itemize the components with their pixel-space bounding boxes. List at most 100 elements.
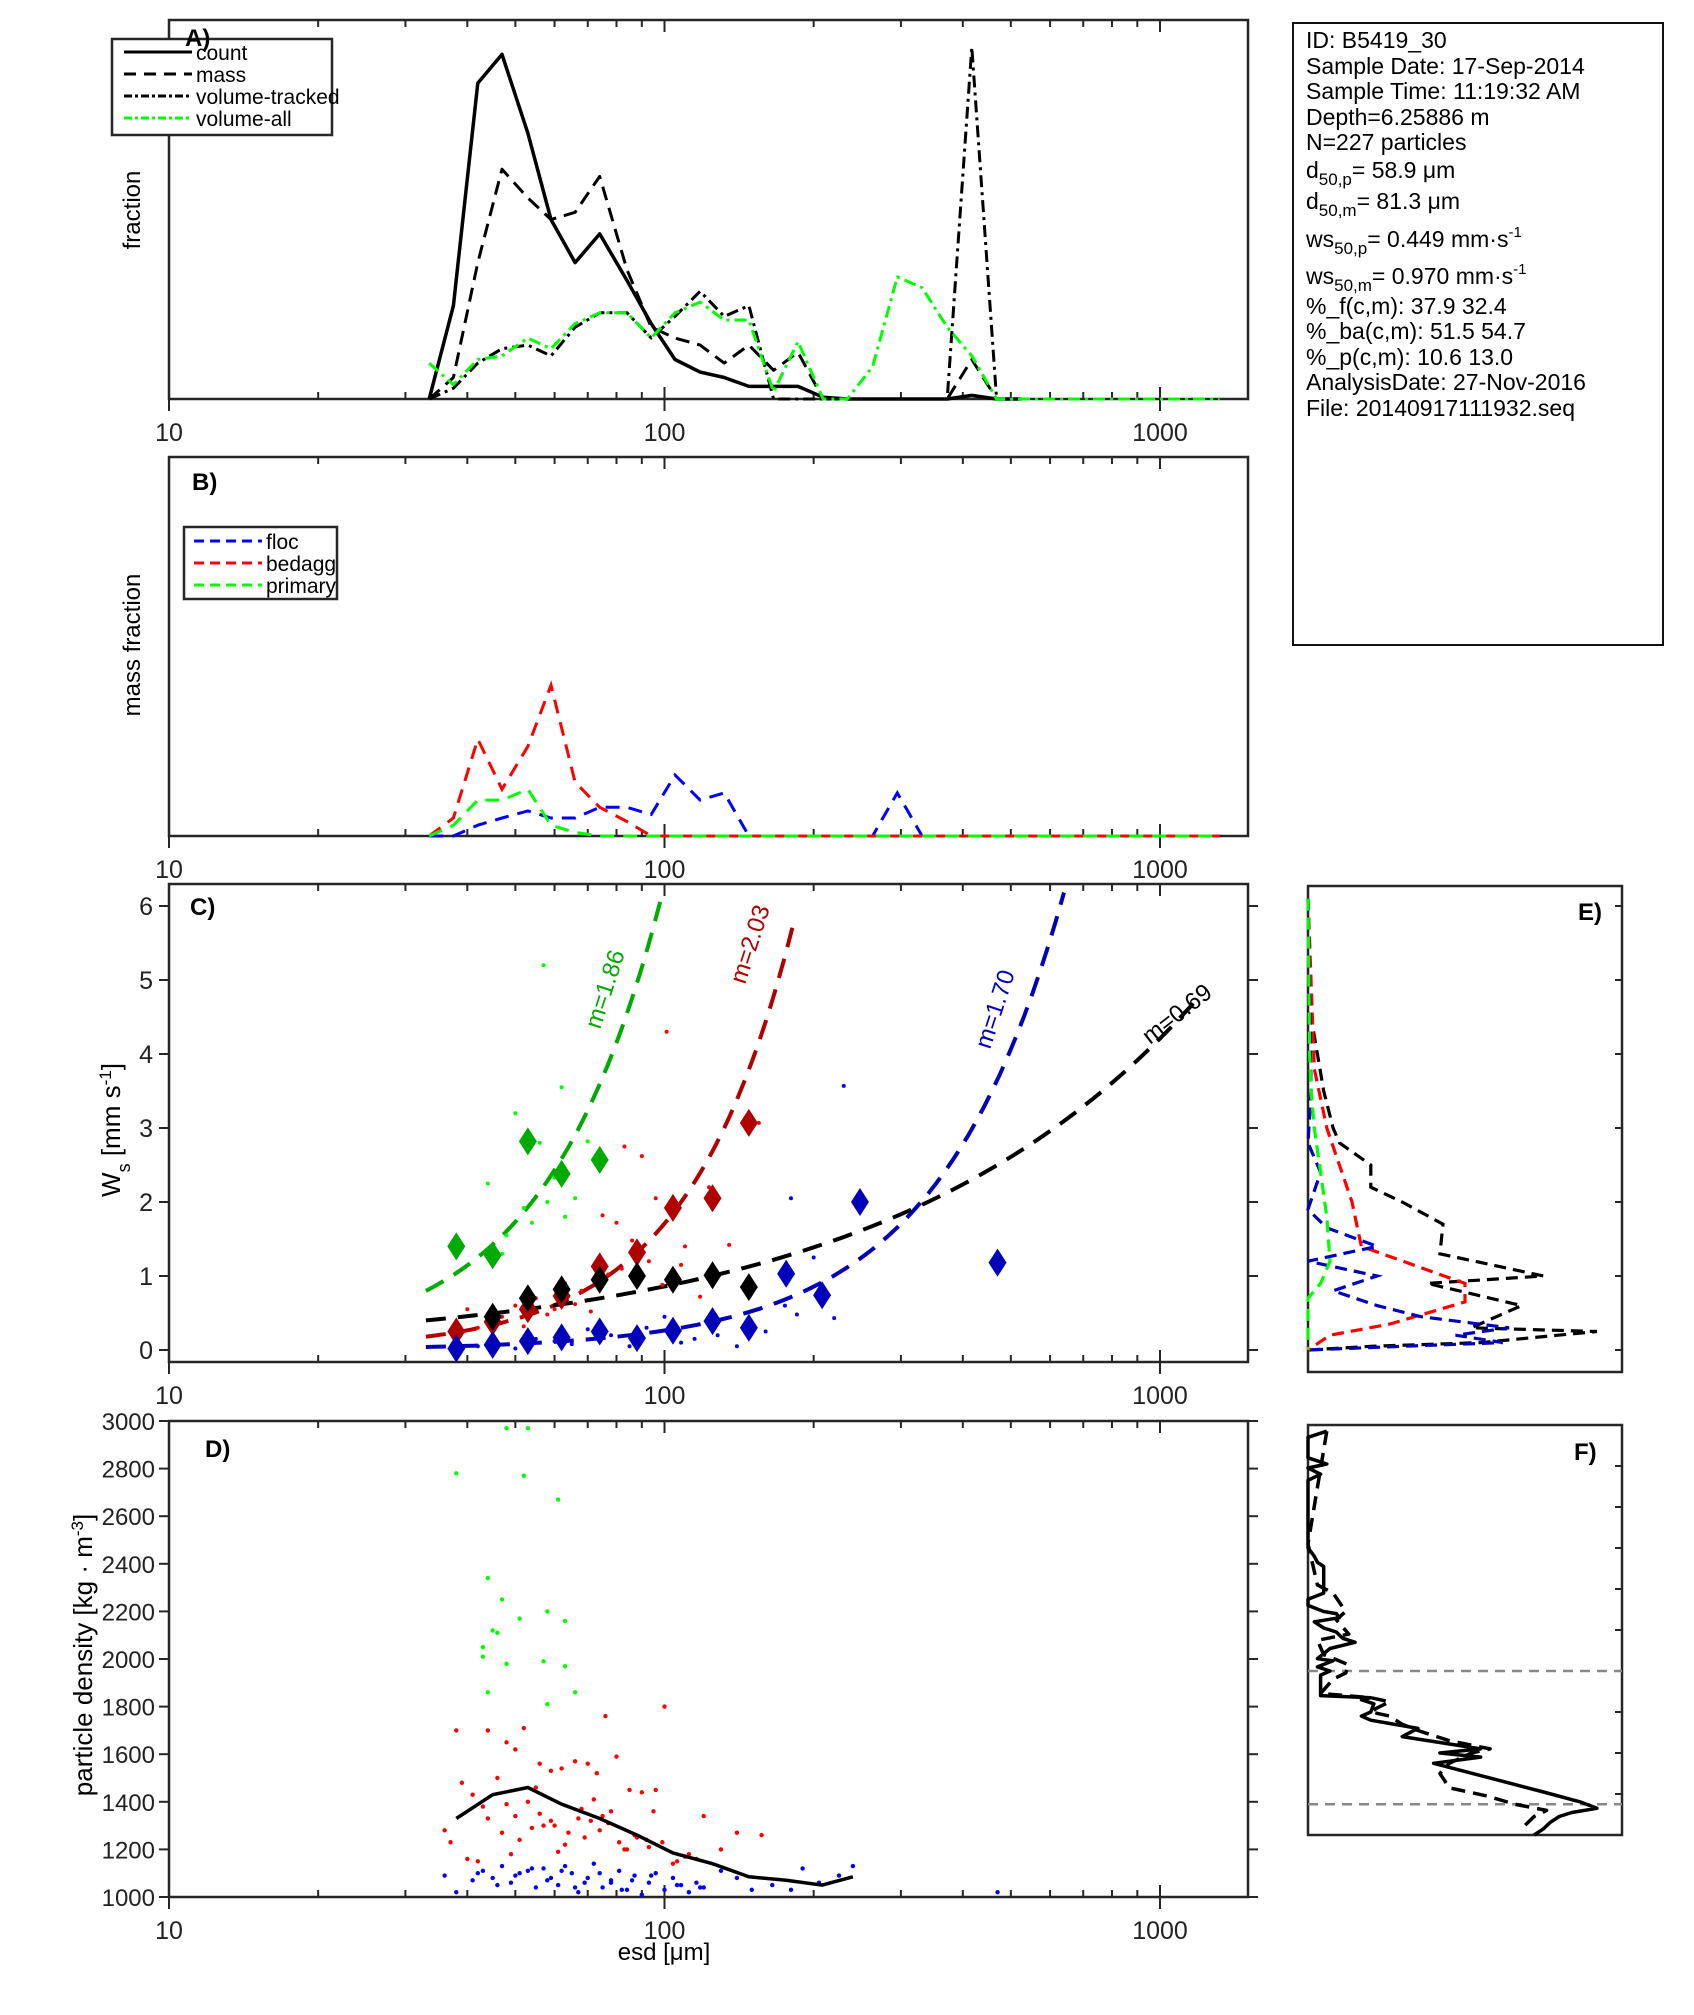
panel-c-particle-bedagg xyxy=(653,1196,658,1201)
axes-layer xyxy=(110,18,1624,1909)
panel-d-particle-bedagg xyxy=(475,1859,481,1864)
panel-f-frame xyxy=(1306,1423,1624,1837)
panel-c-particle-bedagg xyxy=(606,1272,611,1277)
panel-c-xtick-label: 10 xyxy=(155,1382,183,1410)
panel-c-binned-mean-primary xyxy=(483,1241,502,1270)
panel-d-particle-primary xyxy=(525,1425,531,1431)
panel-d-particle-primary xyxy=(485,1690,491,1695)
panel-d-particle-primary xyxy=(562,1663,568,1669)
panel-c-particle-bedagg xyxy=(727,1242,732,1247)
panel-d-particle-bedagg xyxy=(529,1825,535,1831)
info-ws50m: ws50,m= 0.970 mm·s-1 xyxy=(1306,262,1650,294)
panel-d-particle-floc xyxy=(694,1880,699,1885)
panel-c-binned-mean-all xyxy=(627,1262,646,1290)
panel-d-ytick-label: 1200 xyxy=(102,1837,155,1864)
info-analysis-date: AnalysisDate: 27-Nov-2016 xyxy=(1306,369,1586,395)
panel-d-particle-floc xyxy=(572,1885,578,1890)
panel-d-particle-primary xyxy=(480,1654,486,1659)
panel-d-particle-floc xyxy=(495,1882,500,1888)
panel-d-particle-bedagg xyxy=(582,1835,587,1840)
info-d50p-base: d xyxy=(1306,156,1319,183)
panel-d-particle-bedagg xyxy=(591,1797,597,1802)
panel-c-binned-mean-floc xyxy=(739,1313,758,1342)
panel-c-ytick-label: 6 xyxy=(139,893,153,921)
panel-c-particle-primary xyxy=(559,1085,564,1090)
panel-d-particle-primary xyxy=(545,1609,550,1614)
panel-d-particle-bedagg xyxy=(504,1801,509,1807)
panel-d-particle-floc xyxy=(836,1873,842,1878)
panel-a-series-volume-all xyxy=(428,275,1220,401)
panel-e-label: E) xyxy=(1578,899,1602,926)
panel-f-series-mass xyxy=(1306,1430,1549,1831)
panel-d-particle-floc xyxy=(678,1882,684,1888)
panel-c-particle-bedagg xyxy=(630,1238,635,1243)
panel-d-particle-bedagg xyxy=(701,1813,706,1819)
panel-d-particle-primary xyxy=(504,1425,509,1431)
panel-d-particle-bedagg xyxy=(653,1787,658,1793)
panel-d-particle-floc xyxy=(734,1875,740,1881)
panel-c-binned-mean-all xyxy=(663,1265,682,1294)
panel-d-particle-bedagg xyxy=(566,1830,571,1835)
panel-d-particle-floc xyxy=(548,1875,554,1881)
info-ws50p-sub: 50,p xyxy=(1334,238,1368,258)
panel-d-particle-floc xyxy=(670,1875,676,1881)
panel-d-particle-floc xyxy=(582,1880,587,1885)
panel-c-particle-floc xyxy=(782,1303,787,1308)
panel-d-particle-floc xyxy=(770,1882,775,1888)
panel-c-ytick-label: 5 xyxy=(139,967,153,995)
panel-c-particle-bedagg xyxy=(588,1309,593,1314)
panel-c-particle-bedagg xyxy=(521,1324,526,1329)
panel-d-particle-bedagg xyxy=(470,1792,475,1797)
info-d50p-value: = 58.9 μm xyxy=(1351,156,1456,183)
panel-b-legend-box xyxy=(182,525,339,601)
panel-d-particle-floc xyxy=(686,1890,692,1895)
panel-a-legend-label-mass: mass xyxy=(196,64,246,87)
panel-d-ytick-label: 3000 xyxy=(102,1409,155,1436)
panel-d-particle-bedagg xyxy=(448,1840,453,1845)
panel-d-ylabel: particle density [kg · m-3] xyxy=(68,1514,99,1796)
panel-c-particle-floc xyxy=(662,1314,667,1319)
panel-c-particle-bedagg xyxy=(600,1213,605,1218)
panel-d-label: D) xyxy=(205,1436,230,1463)
panel-a-frame xyxy=(167,18,1250,401)
panel-b-frame xyxy=(167,455,1250,838)
panel-c-particle-primary xyxy=(513,1111,518,1116)
panel-c-particle-bedagg xyxy=(679,1262,684,1267)
panel-a-legend-label-count: count xyxy=(196,42,248,65)
panel-c-particle-floc xyxy=(763,1329,768,1334)
panel-d-particle-primary xyxy=(499,1597,505,1602)
panel-c-binned-mean-all xyxy=(483,1302,502,1331)
panel-c-binned-mean-floc xyxy=(777,1259,796,1288)
panel-a-ylabel: fraction xyxy=(119,171,146,250)
panel-c-binned-mean-floc xyxy=(552,1323,571,1352)
panel-d-particle-bedagg xyxy=(600,1813,605,1819)
info-depth: Depth=6.25886 m xyxy=(1306,103,1490,130)
panel-d-particle-primary xyxy=(545,1702,550,1707)
panel-c-binned-mean-floc xyxy=(483,1330,502,1359)
panel-d-particle-floc xyxy=(608,1880,614,1885)
panel-d-particle-floc xyxy=(995,1890,1000,1895)
panel-d-particle-floc xyxy=(454,1890,459,1895)
panel-d-ytick-label: 2400 xyxy=(102,1552,155,1579)
panel-d-particle-floc xyxy=(788,1887,794,1893)
panel-d-particle-floc xyxy=(499,1863,505,1869)
panel-d-particle-bedagg xyxy=(622,1847,627,1852)
panel-d-particle-floc xyxy=(508,1880,514,1885)
panel-b-xtick-label: 10 xyxy=(155,856,183,884)
panel-b-series-primary xyxy=(428,787,1220,838)
panel-b-ylabel: mass fraction xyxy=(119,574,146,717)
panel-c-binned-mean-floc xyxy=(703,1307,722,1336)
panel-c-binned-mean-bedagg xyxy=(739,1108,758,1137)
panel-d-particle-bedagg xyxy=(555,1849,561,1854)
panel-d-particle-primary xyxy=(480,1644,486,1650)
panel-c-binned-mean-floc xyxy=(988,1248,1007,1277)
panel-d-particle-bedagg xyxy=(651,1809,656,1814)
panel-c-binned-mean-bedagg xyxy=(447,1317,466,1346)
panel-b-xtick-label: 1000 xyxy=(1132,856,1188,884)
panel-c-particle-primary xyxy=(585,1139,590,1144)
panel-c-frame xyxy=(167,882,1250,1364)
panel-d-particle-bedagg xyxy=(454,1728,459,1733)
panel-c-particle-floc xyxy=(832,1316,837,1321)
panel-d-particle-floc xyxy=(701,1885,706,1890)
